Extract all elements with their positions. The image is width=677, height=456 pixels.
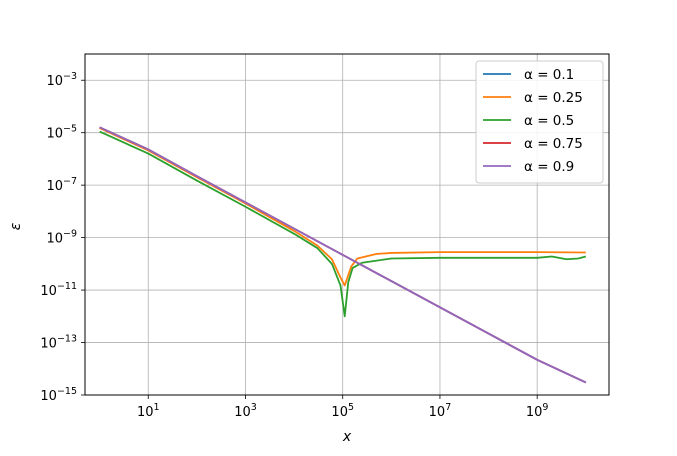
x-tick-label: 101 bbox=[137, 402, 160, 420]
y-tick-label: 10−3 bbox=[46, 71, 77, 89]
y-tick-label: 10−9 bbox=[46, 229, 77, 247]
legend-label: α = 0.75 bbox=[524, 136, 583, 152]
series-layer bbox=[99, 126, 587, 384]
x-axis-label: x bbox=[342, 429, 352, 445]
legend-label: α = 0.9 bbox=[524, 159, 574, 175]
x-tick-label: 105 bbox=[331, 402, 354, 420]
y-tick-label: 10−7 bbox=[46, 176, 77, 194]
x-tick-label: 103 bbox=[234, 402, 257, 420]
plot-frame bbox=[84, 53, 610, 396]
legend: α = 0.1 α = 0.25 α = 0.5 α = 0.75 α = 0.9 bbox=[475, 60, 604, 184]
legend-box bbox=[475, 60, 604, 184]
series-line-5 bbox=[99, 126, 587, 384]
y-axis-label: ε bbox=[8, 222, 24, 230]
y-tick-label: 10−5 bbox=[46, 124, 77, 142]
y-tick-label: 10−13 bbox=[40, 334, 77, 352]
y-tick-label: 10−11 bbox=[40, 281, 77, 299]
tick-layer: 101 103 105 107 109 10−15 10−13 10−11 10−9 10−7 10… bbox=[40, 71, 548, 420]
x-tick-label: 109 bbox=[526, 402, 549, 420]
series-line-2 bbox=[99, 127, 586, 287]
x-tick-label: 107 bbox=[429, 402, 452, 420]
legend-label: α = 0.1 bbox=[524, 67, 574, 83]
legend-label: α = 0.5 bbox=[524, 113, 574, 129]
series-line-3 bbox=[99, 130, 587, 318]
y-tick-label: 10−15 bbox=[40, 386, 77, 404]
legend-label: α = 0.25 bbox=[524, 90, 583, 106]
